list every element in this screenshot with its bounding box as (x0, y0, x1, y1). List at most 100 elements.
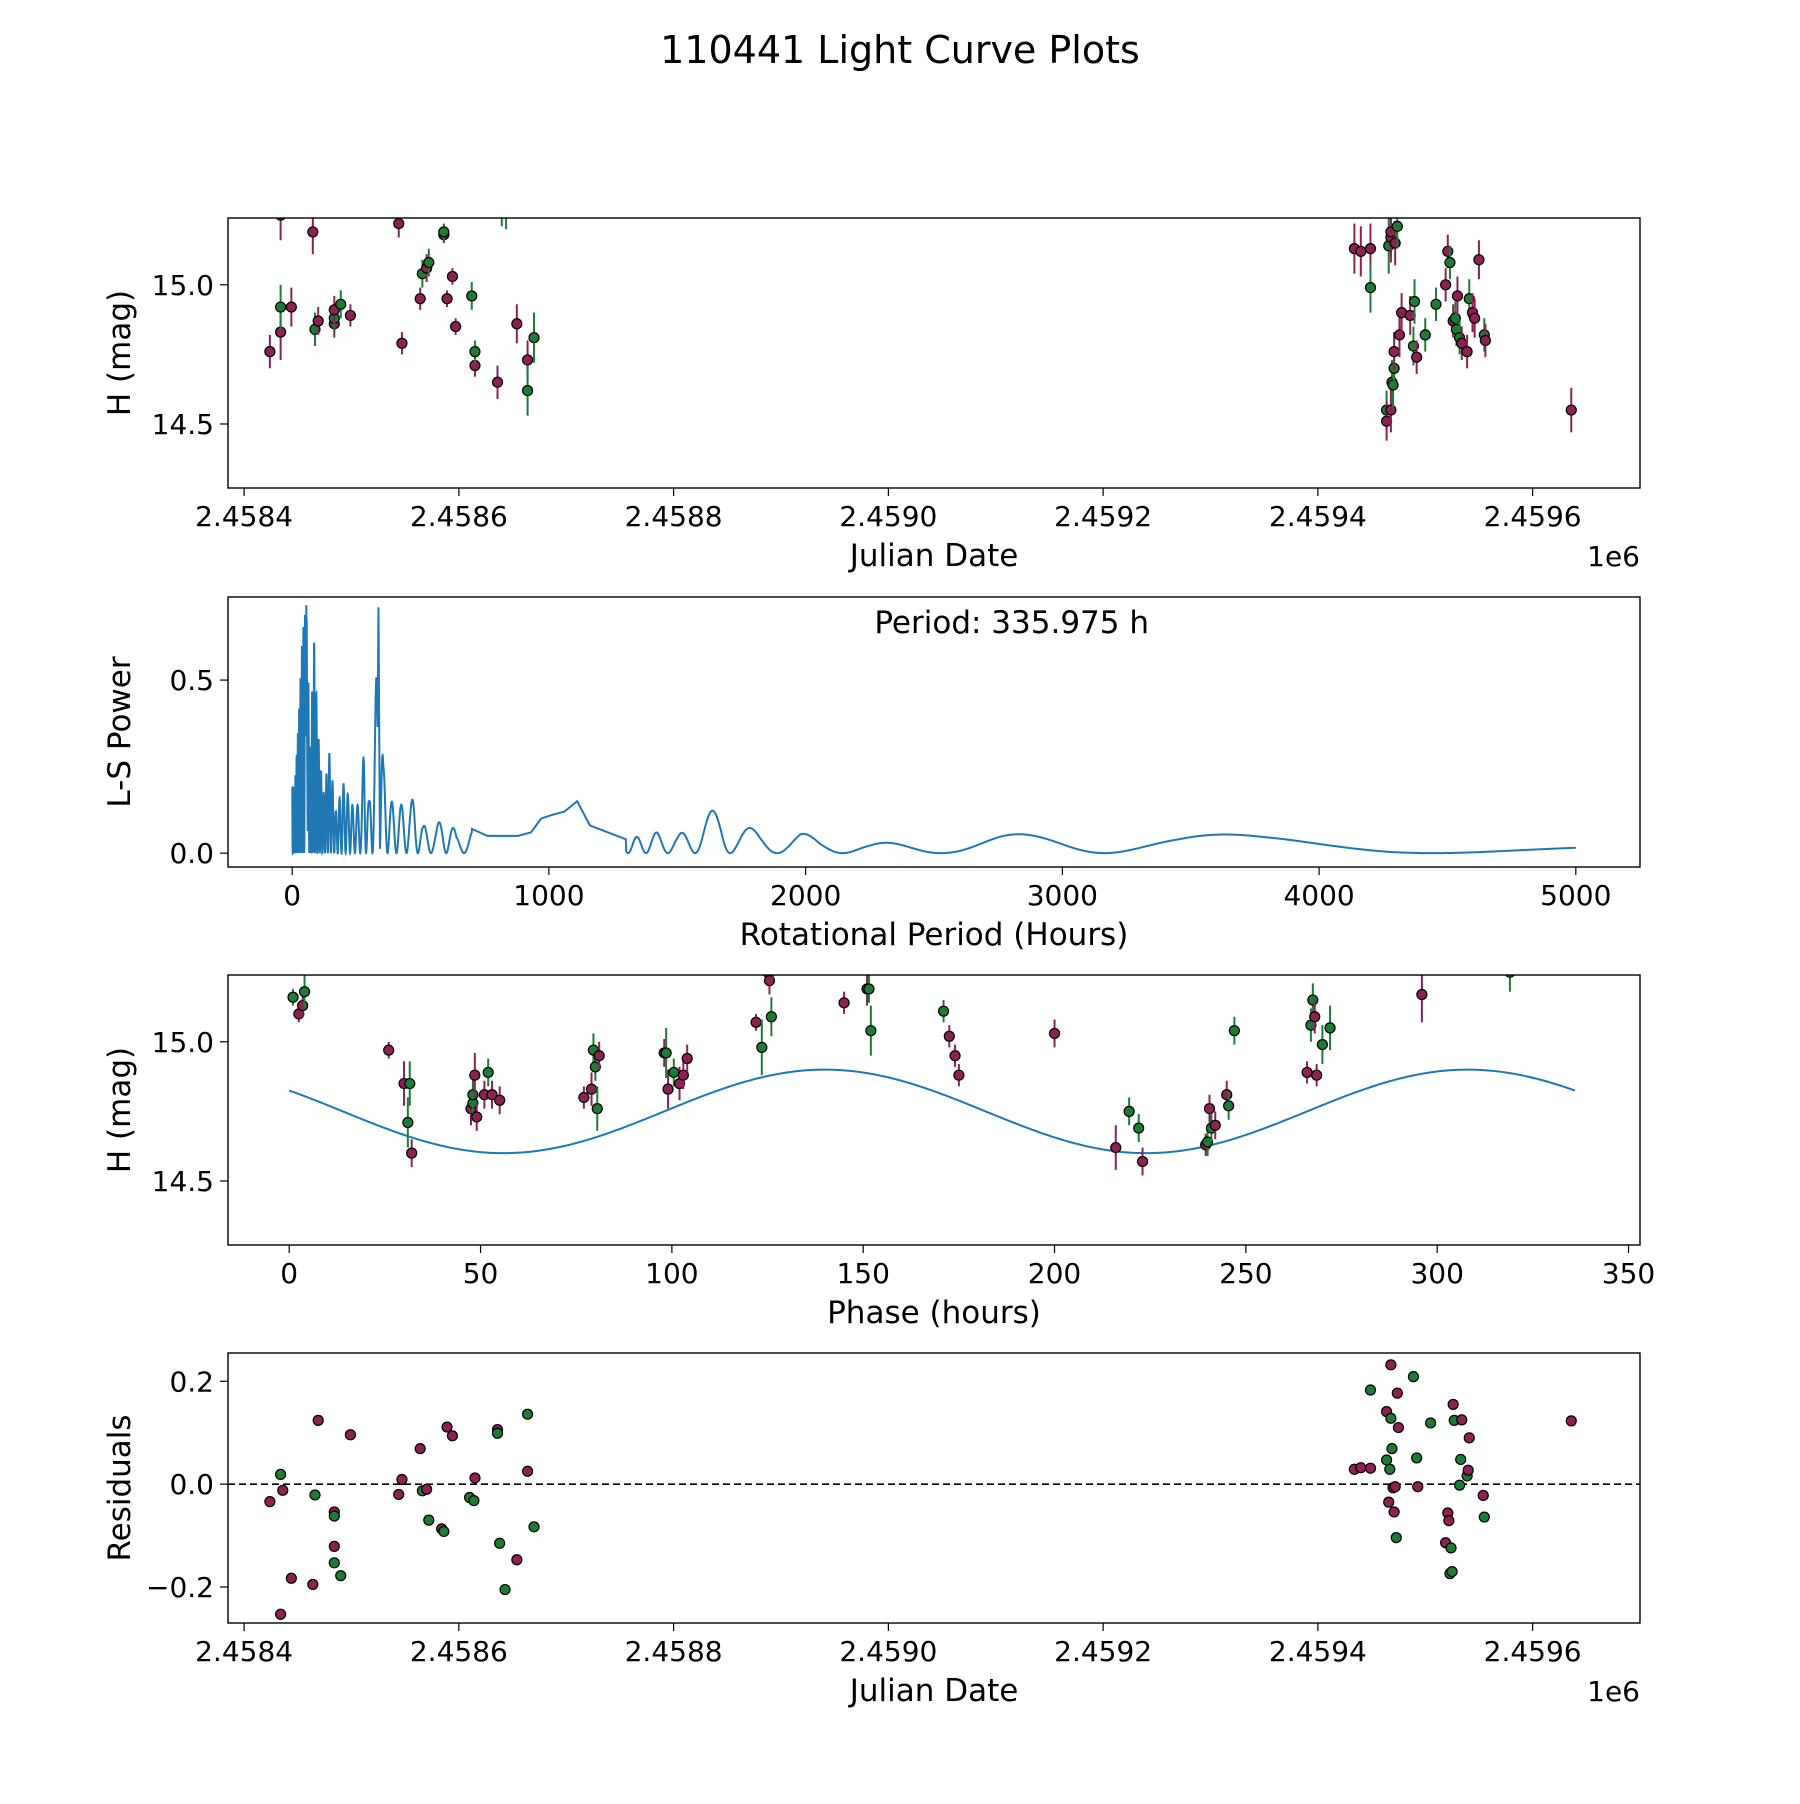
data-point (521, 384, 534, 397)
data-point (1444, 256, 1456, 269)
data-point (393, 1488, 405, 1501)
x-tick-label: 300 (1410, 1257, 1463, 1290)
x-tick-label: 2.4588 (625, 500, 723, 533)
axes-frame (227, 974, 1641, 1246)
data-point (1364, 1384, 1377, 1396)
data-point (1408, 295, 1421, 308)
data-point (750, 1016, 762, 1028)
data-point (1501, 948, 1511, 958)
data-point (1445, 1542, 1457, 1554)
y-tick-label: 14.5 (152, 408, 214, 441)
data-point (393, 218, 405, 230)
data-point (1394, 945, 1404, 955)
x-tick-label: 1000 (513, 879, 584, 912)
data-point (328, 1510, 340, 1522)
plot-area (264, 199, 1577, 441)
figure-title: 110441 Light Curve Plots (660, 28, 1140, 72)
data-point (1316, 1038, 1328, 1051)
x-tick-label: 100 (645, 1257, 698, 1290)
data-point (1390, 1532, 1402, 1544)
x-tick-label: 2.4590 (839, 500, 937, 533)
data-point (486, 1089, 498, 1101)
data-point (396, 1473, 408, 1486)
data-point (491, 376, 504, 388)
data-point (344, 1429, 357, 1441)
data-point (1389, 1481, 1401, 1493)
data-point (467, 1089, 479, 1101)
data-point (1565, 404, 1577, 416)
plot-area (228, 1359, 1640, 1620)
data-point (275, 301, 287, 313)
data-point (1480, 925, 1490, 935)
data-point (406, 1147, 418, 1159)
data-point (1223, 1100, 1235, 1112)
data-point (1469, 312, 1481, 324)
data-point (1440, 279, 1452, 291)
data-point (441, 293, 453, 305)
data-point (491, 1427, 504, 1439)
fit-curve (288, 1068, 1576, 1155)
data-point (497, 202, 507, 212)
data-point (312, 315, 324, 327)
data-point (469, 1069, 481, 1081)
data-point (499, 1583, 511, 1596)
data-point (1228, 1025, 1240, 1037)
plot-area (291, 605, 1576, 857)
data-point (1456, 1414, 1468, 1426)
data-point (1455, 1453, 1467, 1466)
data-point (298, 986, 311, 998)
data-point (1388, 1506, 1400, 1518)
x-tick-label: 2.4596 (1484, 1635, 1582, 1668)
data-point (1110, 1141, 1122, 1154)
y-axis-label: Residuals (102, 1414, 138, 1561)
data-point (660, 1047, 672, 1059)
data-point (1355, 1462, 1367, 1474)
x-tick-label: 2.4584 (195, 500, 293, 533)
data-point (1393, 329, 1406, 341)
data-point (328, 1540, 340, 1552)
data-point (1443, 1515, 1455, 1527)
x-tick-label: 5000 (1540, 879, 1611, 912)
data-point (450, 320, 462, 333)
plot-area (287, 900, 1576, 1176)
data-point (589, 1061, 601, 1073)
data-point (344, 309, 357, 322)
data-point (1385, 1359, 1397, 1371)
y-axis-label: L-S Power (102, 656, 138, 807)
data-point (501, 199, 511, 209)
data-point (1505, 975, 1515, 978)
data-point (1355, 245, 1367, 258)
x-tick-label: 50 (463, 1257, 499, 1290)
data-point (1430, 298, 1442, 310)
data-point (863, 983, 875, 995)
data-point (521, 1465, 534, 1477)
data-point (1301, 1066, 1313, 1079)
data-point (466, 290, 478, 302)
data-point (521, 1408, 534, 1420)
data-point (446, 1430, 459, 1442)
data-point (438, 1525, 450, 1538)
x-axis-label: Julian Date (848, 538, 1019, 574)
x-tick-label: 200 (1028, 1257, 1081, 1290)
y-axis-label: H (mag) (102, 290, 138, 416)
data-point (402, 1116, 414, 1129)
data-point (1425, 1417, 1437, 1429)
y-tick-label: 0.2 (169, 1365, 214, 1398)
x-axis-label: Phase (hours) (827, 1295, 1041, 1331)
data-point (396, 337, 408, 349)
data-point (1309, 1011, 1321, 1023)
data-point (1413, 900, 1423, 910)
data-point (1416, 988, 1428, 1001)
data-point (677, 1069, 689, 1081)
data-point (1136, 1155, 1149, 1168)
data-point (593, 1050, 605, 1062)
data-point (662, 1083, 674, 1095)
panel-phase-folded: 0 50 100 150 200 250 300 350 14.5 15.0 Phase (hour… (102, 900, 1655, 1331)
data-point (1451, 290, 1464, 302)
data-point (1391, 220, 1403, 232)
periodogram-line (291, 605, 1576, 857)
x-tick-label: 2.4586 (410, 1635, 508, 1668)
y-axis-label: H (mag) (102, 1047, 138, 1173)
data-point (1392, 1421, 1405, 1434)
data-point (404, 1077, 416, 1090)
